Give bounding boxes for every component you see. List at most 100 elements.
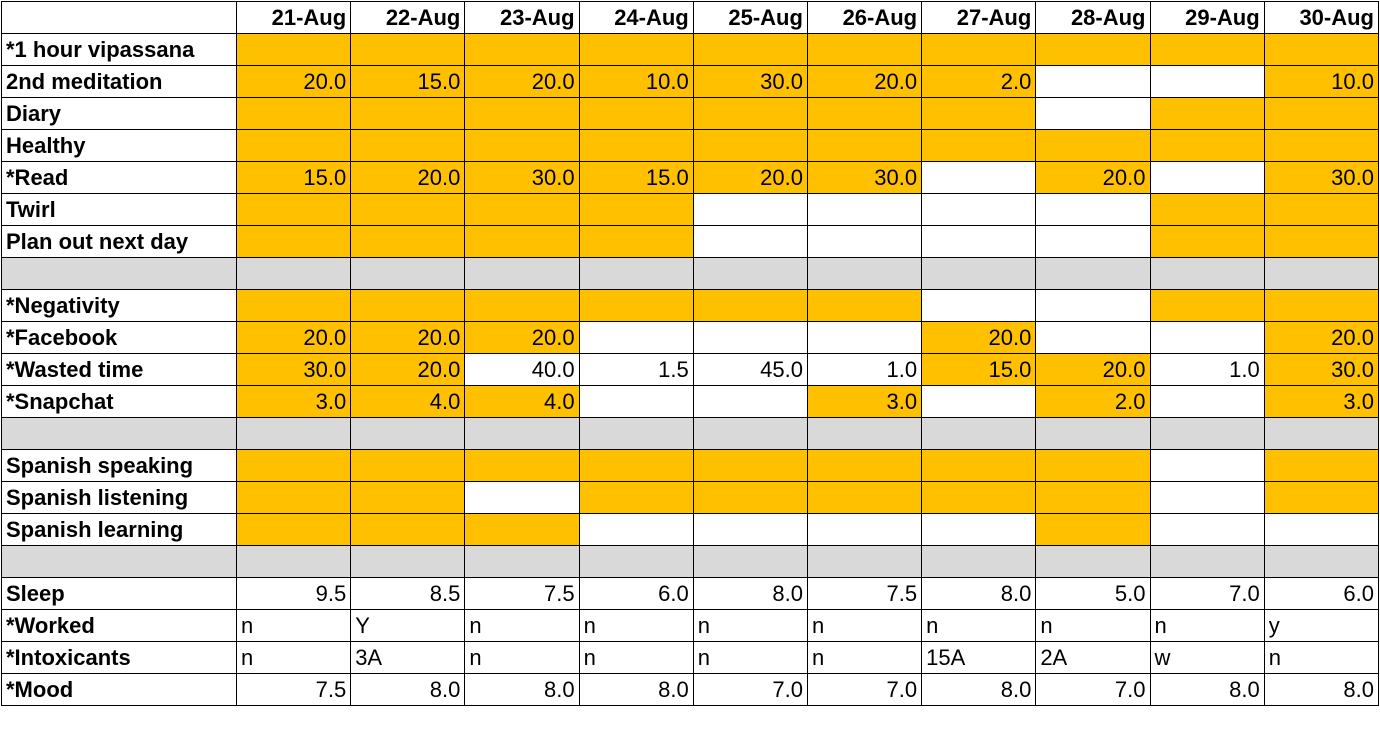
separator-cell[interactable] (1263, 545, 1380, 578)
data-cell[interactable]: 20.0 (1035, 161, 1151, 194)
data-cell[interactable] (578, 481, 694, 514)
data-cell[interactable]: 6.0 (578, 577, 694, 610)
data-cell[interactable] (921, 481, 1037, 514)
data-cell[interactable] (578, 33, 694, 66)
data-cell[interactable]: 15.0 (921, 353, 1037, 386)
data-cell[interactable] (1035, 481, 1151, 514)
row-label[interactable]: *1 hour vipassana (1, 33, 237, 66)
data-cell[interactable] (692, 289, 808, 322)
data-cell[interactable]: 8.0 (1149, 673, 1265, 706)
row-label[interactable]: *Mood (1, 673, 237, 706)
data-cell[interactable] (350, 33, 466, 66)
data-cell[interactable] (1035, 193, 1151, 226)
data-cell[interactable]: 3.0 (806, 385, 923, 418)
data-cell[interactable]: 9.5 (235, 577, 352, 610)
data-cell[interactable]: 8.0 (921, 577, 1037, 610)
data-cell[interactable]: 20.0 (806, 65, 923, 98)
data-cell[interactable]: 20.0 (350, 161, 466, 194)
data-cell[interactable]: 6.0 (1263, 577, 1380, 610)
separator-cell[interactable] (921, 257, 1037, 290)
data-cell[interactable] (578, 449, 694, 482)
separator-cell[interactable] (1035, 257, 1151, 290)
data-cell[interactable] (235, 193, 352, 226)
data-cell[interactable] (235, 449, 352, 482)
data-cell[interactable]: 7.0 (1149, 577, 1265, 610)
data-cell[interactable] (921, 97, 1037, 130)
data-cell[interactable]: 20.0 (464, 321, 580, 354)
data-cell[interactable]: y (1263, 609, 1380, 642)
separator-cell[interactable] (235, 417, 352, 450)
data-cell[interactable] (1035, 289, 1151, 322)
data-cell[interactable] (578, 225, 694, 258)
row-label[interactable]: Healthy (1, 129, 237, 162)
data-cell[interactable]: 4.0 (464, 385, 580, 418)
separator-cell[interactable] (1149, 417, 1265, 450)
data-cell[interactable] (464, 129, 580, 162)
data-cell[interactable] (921, 193, 1037, 226)
data-cell[interactable] (235, 97, 352, 130)
data-cell[interactable]: 15.0 (350, 65, 466, 98)
data-cell[interactable] (806, 289, 923, 322)
data-cell[interactable] (464, 449, 580, 482)
data-cell[interactable] (1035, 449, 1151, 482)
data-cell[interactable] (1263, 129, 1380, 162)
separator-cell[interactable] (692, 417, 808, 450)
data-cell[interactable] (578, 321, 694, 354)
data-cell[interactable] (464, 33, 580, 66)
date-header[interactable]: 21-Aug (235, 1, 352, 34)
data-cell[interactable]: 3.0 (235, 385, 352, 418)
data-cell[interactable] (235, 33, 352, 66)
separator-cell[interactable] (1, 545, 237, 578)
data-cell[interactable] (578, 289, 694, 322)
data-cell[interactable] (806, 225, 923, 258)
data-cell[interactable]: 7.0 (1035, 673, 1151, 706)
data-cell[interactable] (806, 33, 923, 66)
data-cell[interactable] (1263, 513, 1380, 546)
corner-cell[interactable] (1, 1, 237, 34)
data-cell[interactable] (1035, 513, 1151, 546)
date-header[interactable]: 25-Aug (692, 1, 808, 34)
data-cell[interactable] (921, 161, 1037, 194)
data-cell[interactable] (350, 449, 466, 482)
data-cell[interactable] (235, 513, 352, 546)
data-cell[interactable]: 45.0 (692, 353, 808, 386)
data-cell[interactable] (806, 481, 923, 514)
data-cell[interactable]: w (1149, 641, 1265, 674)
data-cell[interactable]: 10.0 (1263, 65, 1380, 98)
date-header[interactable]: 29-Aug (1149, 1, 1265, 34)
date-header[interactable]: 28-Aug (1035, 1, 1151, 34)
data-cell[interactable]: 30.0 (1263, 161, 1380, 194)
separator-cell[interactable] (1035, 545, 1151, 578)
data-cell[interactable]: 5.0 (1035, 577, 1151, 610)
date-header[interactable]: 23-Aug (464, 1, 580, 34)
data-cell[interactable]: 8.0 (464, 673, 580, 706)
data-cell[interactable]: 30.0 (1263, 353, 1380, 386)
data-cell[interactable] (1149, 385, 1265, 418)
data-cell[interactable]: n (235, 641, 352, 674)
data-cell[interactable] (1035, 321, 1151, 354)
data-cell[interactable] (1263, 33, 1380, 66)
data-cell[interactable] (350, 289, 466, 322)
data-cell[interactable]: 8.0 (350, 673, 466, 706)
separator-cell[interactable] (578, 545, 694, 578)
data-cell[interactable]: 7.5 (806, 577, 923, 610)
data-cell[interactable] (1149, 225, 1265, 258)
data-cell[interactable]: n (692, 609, 808, 642)
data-cell[interactable] (1149, 65, 1265, 98)
data-cell[interactable]: 30.0 (235, 353, 352, 386)
data-cell[interactable]: 15A (921, 641, 1037, 674)
date-header[interactable]: 26-Aug (806, 1, 923, 34)
data-cell[interactable] (1149, 289, 1265, 322)
data-cell[interactable] (350, 129, 466, 162)
data-cell[interactable]: 2A (1035, 641, 1151, 674)
data-cell[interactable]: n (806, 609, 923, 642)
data-cell[interactable] (921, 129, 1037, 162)
row-label[interactable]: *Snapchat (1, 385, 237, 418)
data-cell[interactable]: 30.0 (692, 65, 808, 98)
data-cell[interactable] (464, 481, 580, 514)
data-cell[interactable]: 30.0 (806, 161, 923, 194)
row-label[interactable]: Spanish listening (1, 481, 237, 514)
data-cell[interactable]: 2.0 (921, 65, 1037, 98)
data-cell[interactable] (350, 513, 466, 546)
data-cell[interactable] (692, 97, 808, 130)
